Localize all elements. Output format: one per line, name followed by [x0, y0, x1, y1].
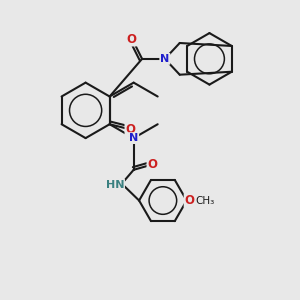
Text: O: O	[126, 32, 136, 46]
Text: N: N	[160, 54, 170, 64]
Text: O: O	[184, 194, 195, 207]
Text: HN: HN	[106, 180, 124, 190]
Text: CH₃: CH₃	[196, 196, 215, 206]
Text: N: N	[129, 133, 138, 143]
Text: O: O	[125, 123, 135, 136]
Text: O: O	[148, 158, 158, 171]
